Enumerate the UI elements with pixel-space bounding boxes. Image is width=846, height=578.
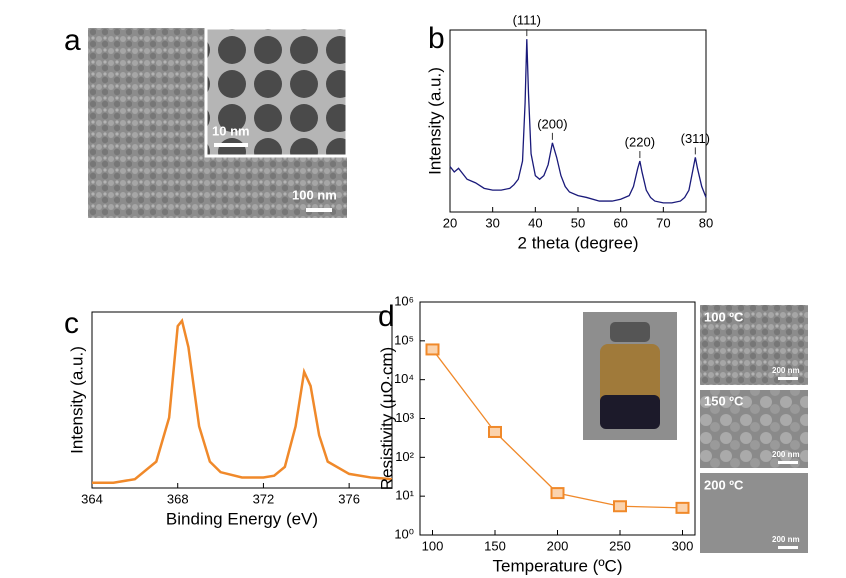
- sem-image: [700, 473, 808, 553]
- photo-inset: [583, 312, 677, 440]
- scale-bar: [778, 546, 798, 549]
- data-line: [92, 318, 393, 484]
- y-axis-label: Intensity (a.u.): [425, 67, 444, 175]
- sem-image: [700, 390, 808, 468]
- y-tick-label: 10⁰: [394, 526, 414, 541]
- x-axis-label: Binding Energy (eV): [166, 509, 318, 528]
- annotation: (111): [513, 13, 541, 28]
- x-tick-label: 376: [338, 491, 360, 506]
- scale-label: 200 nm: [772, 450, 800, 459]
- y-tick-label: 10⁶: [394, 293, 414, 308]
- scale-label: 100 nm: [292, 187, 337, 202]
- data-point: [425, 343, 440, 356]
- x-axis-label: 2 theta (degree): [518, 233, 639, 252]
- x-tick-label: 100: [422, 538, 444, 553]
- x-tick-label: 60: [613, 215, 627, 230]
- y-tick-label: 10¹: [395, 488, 414, 503]
- scale-bar: [214, 143, 248, 147]
- plot-frame: [91, 311, 393, 489]
- x-tick-label: 368: [167, 491, 189, 506]
- x-tick-label: 40: [528, 215, 542, 230]
- plot-frame: [449, 29, 707, 213]
- tem-inset: [204, 26, 349, 158]
- panel-label: b: [428, 22, 445, 55]
- data-point: [488, 425, 502, 438]
- y-tick-label: 10⁵: [394, 332, 414, 347]
- scale-bar: [306, 208, 332, 212]
- x-tick-label: 200: [547, 538, 569, 553]
- scale-bar: [778, 377, 798, 380]
- panel-label: c: [64, 307, 79, 340]
- annotation: (220): [625, 134, 655, 149]
- x-tick-label: 150: [484, 538, 506, 553]
- data-point: [675, 501, 690, 514]
- x-tick-label: 30: [485, 215, 499, 230]
- y-tick-label: 10³: [395, 410, 414, 425]
- panel-label: d: [378, 300, 395, 333]
- x-tick-label: 300: [672, 538, 694, 553]
- data-point: [613, 500, 627, 513]
- image-label: 150 ºC: [704, 393, 744, 408]
- x-tick-label: 364: [81, 491, 103, 506]
- data-line: [449, 39, 707, 204]
- scale-bar: [778, 461, 798, 464]
- x-tick-label: 80: [699, 215, 713, 230]
- annotation: (200): [537, 116, 567, 131]
- x-tick-label: 372: [253, 491, 275, 506]
- scale-label: 10 nm: [212, 123, 250, 138]
- x-tick-label: 20: [443, 215, 457, 230]
- image-label: 200 ºC: [704, 477, 744, 492]
- x-axis-label: Temperature (ºC): [493, 556, 623, 575]
- x-tick-label: 70: [656, 215, 670, 230]
- y-axis-label: Resistivity (μΩ·cm): [377, 347, 396, 490]
- panel-label: a: [64, 24, 81, 57]
- scale-label: 200 nm: [772, 366, 800, 375]
- annotation: (311): [681, 131, 710, 146]
- image-label: 100 ºC: [704, 309, 744, 324]
- scale-label: 200 nm: [772, 535, 800, 544]
- data-point: [550, 487, 565, 500]
- x-tick-label: 50: [571, 215, 585, 230]
- y-tick-label: 10⁴: [394, 371, 414, 386]
- sem-image: [700, 305, 808, 385]
- y-tick-label: 10²: [395, 449, 414, 464]
- y-axis-label: Intensity (a.u.): [67, 346, 86, 454]
- x-tick-label: 250: [609, 538, 631, 553]
